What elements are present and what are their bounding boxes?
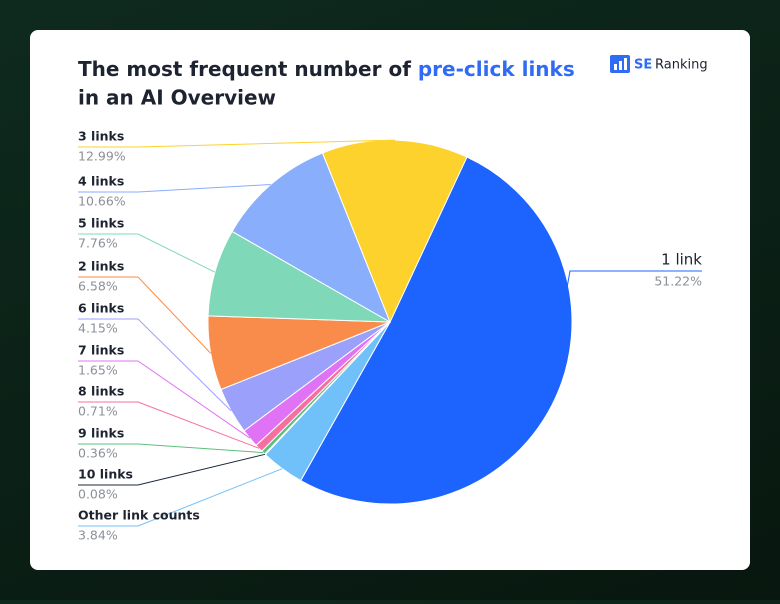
- brand-mark: SE: [634, 58, 652, 73]
- leader-line: [78, 360, 251, 439]
- leader-line: [78, 139, 396, 148]
- value-label: 10.66%: [78, 194, 126, 209]
- title-highlight: pre-click links: [418, 57, 575, 81]
- value-label: 1.65%: [78, 363, 118, 378]
- value-label: 0.08%: [78, 487, 118, 502]
- pie-slice: [299, 156, 573, 505]
- slice-label: 3 links: [78, 129, 124, 144]
- leader-line: [546, 270, 702, 403]
- leader-line: [78, 276, 212, 354]
- slice-label: 5 links: [78, 216, 124, 231]
- value-label: 3.84%: [78, 528, 118, 543]
- slice-label: 4 links: [78, 174, 124, 189]
- value-label: 4.15%: [78, 321, 118, 336]
- value-label: 0.71%: [78, 404, 118, 419]
- chart-title-line2: in an AI Overview: [78, 86, 276, 110]
- brand-name: Ranking: [655, 58, 708, 73]
- leader-line: [78, 443, 264, 454]
- leader-line: [78, 401, 260, 449]
- slice-label: 8 links: [78, 384, 124, 399]
- logo-bar: [614, 64, 617, 70]
- brand-logo: SE Ranking: [610, 55, 708, 73]
- logo-bar: [619, 61, 622, 70]
- leader-line: [78, 184, 271, 193]
- slice-label: 10 links: [78, 467, 133, 482]
- logo-bar: [624, 58, 627, 70]
- leader-line: [78, 233, 216, 273]
- value-label: 7.76%: [78, 236, 118, 251]
- value-label: 12.99%: [78, 149, 126, 164]
- title-text: The most frequent number of: [78, 57, 411, 81]
- leader-line: [78, 453, 266, 486]
- slice-label: 9 links: [78, 426, 124, 441]
- slice-label: Other link counts: [78, 508, 200, 523]
- value-label: 6.58%: [78, 279, 118, 294]
- leader-line: [78, 318, 232, 412]
- pie-slice: [231, 152, 391, 324]
- pie-slice: [321, 139, 468, 324]
- chart-title: The most frequent number of pre-click li…: [78, 57, 575, 81]
- slice-label: 6 links: [78, 301, 124, 316]
- slice-label: 1 link: [661, 251, 702, 269]
- slice-label: 7 links: [78, 343, 124, 358]
- slice-label: 2 links: [78, 259, 124, 274]
- value-label: 51.22%: [654, 274, 702, 289]
- leader-line: [78, 468, 283, 527]
- value-label: 0.36%: [78, 446, 118, 461]
